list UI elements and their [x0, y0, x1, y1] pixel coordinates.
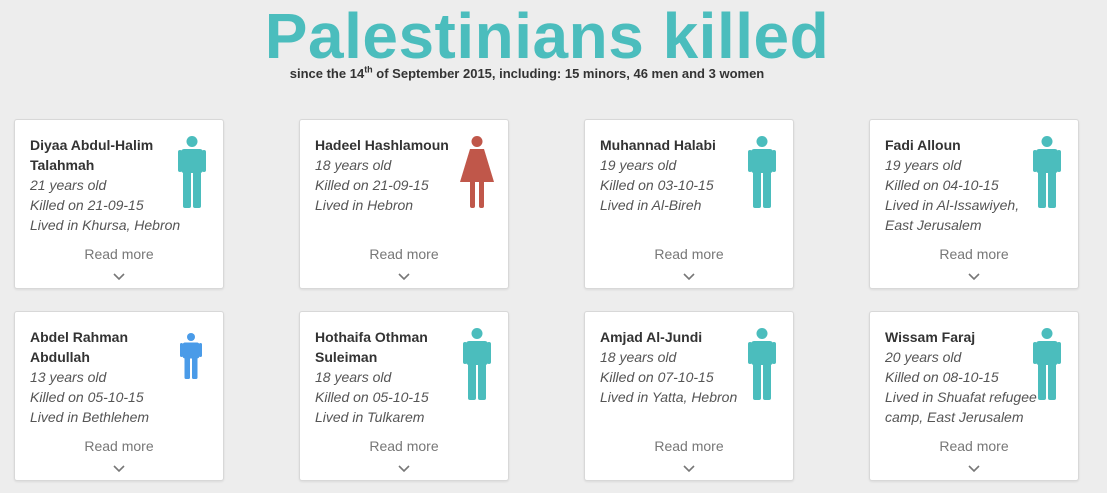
man-icon: [1033, 136, 1061, 208]
chevron-down-icon[interactable]: [683, 460, 695, 473]
victim-residence: Lived in Tulkarem: [315, 409, 425, 425]
victim-info: Hothaifa Othman Suleiman 18 years old Ki…: [315, 327, 475, 427]
victim-residence: Lived in Al-Issawiyeh, East Jerusalem: [885, 197, 1020, 233]
victim-residence: Lived in Khursa, Hebron: [30, 217, 181, 233]
victim-name: Muhannad Halabi: [600, 137, 716, 153]
victim-age: 18 years old: [600, 349, 677, 365]
subtitle-pre: since the 14: [289, 66, 365, 81]
victim-name: Wissam Faraj: [885, 329, 976, 345]
read-more-link[interactable]: Read more: [654, 246, 724, 262]
victim-card[interactable]: Hothaifa Othman Suleiman 18 years old Ki…: [299, 311, 509, 481]
chevron-down-icon[interactable]: [113, 460, 125, 473]
victim-card[interactable]: Amjad Al-Jundi 18 years old Killed on 07…: [584, 311, 794, 481]
victim-name: Amjad Al-Jundi: [600, 329, 703, 345]
victim-residence: Lived in Al-Bireh: [600, 197, 702, 213]
victim-name: Hothaifa Othman Suleiman: [315, 329, 428, 365]
subtitle-sup: th: [364, 64, 373, 75]
victim-killed-date: Killed on 05-10-15: [30, 389, 144, 405]
victim-info: Abdel Rahman Abdullah 13 years old Kille…: [30, 327, 190, 427]
chevron-down-icon[interactable]: [113, 268, 125, 281]
victim-card[interactable]: Muhannad Halabi 19 years old Killed on 0…: [584, 119, 794, 289]
read-more-link[interactable]: Read more: [654, 438, 724, 454]
victim-info: Wissam Faraj 20 years old Killed on 08-1…: [885, 327, 1045, 427]
subtitle-post: of September 2015, including: 15 minors,…: [372, 66, 765, 81]
victim-card[interactable]: Wissam Faraj 20 years old Killed on 08-1…: [869, 311, 1079, 481]
victim-card[interactable]: Fadi Alloun 19 years old Killed on 04-10…: [869, 119, 1079, 289]
victim-age: 19 years old: [600, 157, 677, 173]
chevron-down-icon[interactable]: [398, 460, 410, 473]
man-icon: [178, 136, 206, 208]
man-icon: [463, 328, 491, 400]
victim-killed-date: Killed on 03-10-15: [600, 177, 714, 193]
victim-age: 21 years old: [30, 177, 107, 193]
page-subtitle: since the 14th of September 2015, includ…: [0, 64, 1054, 81]
victim-age: 13 years old: [30, 369, 107, 385]
victim-info: Hadeel Hashlamoun 18 years old Killed on…: [315, 135, 475, 215]
victim-killed-date: Killed on 21-09-15: [30, 197, 144, 213]
read-more-link[interactable]: Read more: [84, 246, 154, 262]
victim-killed-date: Killed on 08-10-15: [885, 369, 999, 385]
victim-residence: Lived in Shuafat refugee camp, East Jeru…: [885, 389, 1037, 425]
victim-card[interactable]: Abdel Rahman Abdullah 13 years old Kille…: [14, 311, 224, 481]
victim-residence: Lived in Yatta, Hebron: [600, 389, 738, 405]
victim-killed-date: Killed on 05-10-15: [315, 389, 429, 405]
victim-info: Diyaa Abdul-Halim Talahmah 21 years old …: [30, 135, 190, 235]
read-more-link[interactable]: Read more: [369, 438, 439, 454]
victim-age: 20 years old: [885, 349, 962, 365]
read-more-link[interactable]: Read more: [939, 438, 1009, 454]
chevron-down-icon[interactable]: [968, 268, 980, 281]
victim-residence: Lived in Hebron: [315, 197, 414, 213]
man-icon: [748, 328, 776, 400]
victim-killed-date: Killed on 21-09-15: [315, 177, 429, 193]
victim-age: 18 years old: [315, 369, 392, 385]
man-icon: [1033, 328, 1061, 400]
victim-name: Diyaa Abdul-Halim Talahmah: [30, 137, 154, 173]
read-more-link[interactable]: Read more: [369, 246, 439, 262]
man-icon: [748, 136, 776, 208]
victim-residence: Lived in Bethlehem: [30, 409, 150, 425]
read-more-link[interactable]: Read more: [939, 246, 1009, 262]
victim-killed-date: Killed on 04-10-15: [885, 177, 999, 193]
victim-killed-date: Killed on 07-10-15: [600, 369, 714, 385]
victim-age: 18 years old: [315, 157, 392, 173]
victim-age: 19 years old: [885, 157, 962, 173]
woman-icon: [460, 136, 494, 208]
victim-name: Abdel Rahman Abdullah: [30, 329, 129, 365]
page-title: Palestinians killed: [264, 0, 830, 72]
victim-info: Fadi Alloun 19 years old Killed on 04-10…: [885, 135, 1045, 235]
victim-name: Hadeel Hashlamoun: [315, 137, 449, 153]
victim-card[interactable]: Diyaa Abdul-Halim Talahmah 21 years old …: [14, 119, 224, 289]
victim-card[interactable]: Hadeel Hashlamoun 18 years old Killed on…: [299, 119, 509, 289]
child-icon: [180, 333, 202, 379]
victim-name: Fadi Alloun: [885, 137, 961, 153]
chevron-down-icon[interactable]: [398, 268, 410, 281]
chevron-down-icon[interactable]: [968, 460, 980, 473]
read-more-link[interactable]: Read more: [84, 438, 154, 454]
chevron-down-icon[interactable]: [683, 268, 695, 281]
victim-info: Muhannad Halabi 19 years old Killed on 0…: [600, 135, 760, 215]
victim-info: Amjad Al-Jundi 18 years old Killed on 07…: [600, 327, 760, 407]
